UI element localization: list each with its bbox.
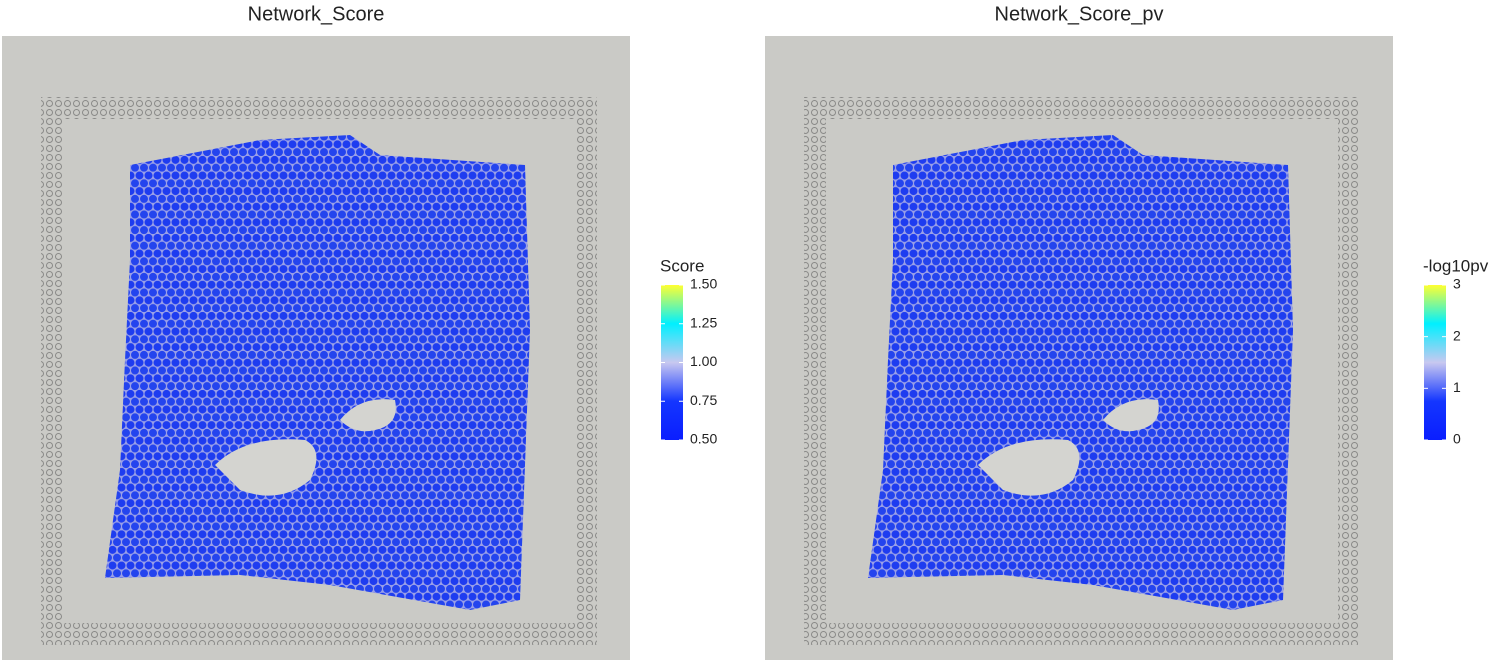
fiducial-frame (804, 97, 1360, 645)
legend-title: Score (660, 256, 704, 275)
fiducial-frame (41, 97, 597, 645)
panel-title: Network_Score (248, 3, 385, 25)
colorbar-tick-label: 1.00 (690, 353, 717, 369)
tissue-spots (868, 135, 1293, 610)
colorbar-tick-label: 1.25 (690, 314, 717, 330)
colorbar-tick-label: 0.50 (690, 431, 717, 447)
colorbar-tick-label: 3 (1453, 276, 1461, 292)
colorbar-tick-label: 0.75 (690, 392, 717, 408)
tissue-spots (105, 135, 530, 610)
legend-title: -log10pv (1423, 256, 1489, 275)
colorbar-tick-label: 2 (1453, 327, 1461, 343)
colorbar (661, 285, 683, 440)
colorbar-tick-label: 1 (1453, 379, 1461, 395)
colorbar-tick-label: 0 (1453, 431, 1461, 447)
colorbar-tick-label: 1.50 (690, 276, 717, 292)
tissue-hole (215, 399, 396, 496)
colorbar (1424, 285, 1446, 440)
tissue-hole (978, 399, 1159, 496)
panel-title: Network_Score_pv (995, 3, 1164, 25)
